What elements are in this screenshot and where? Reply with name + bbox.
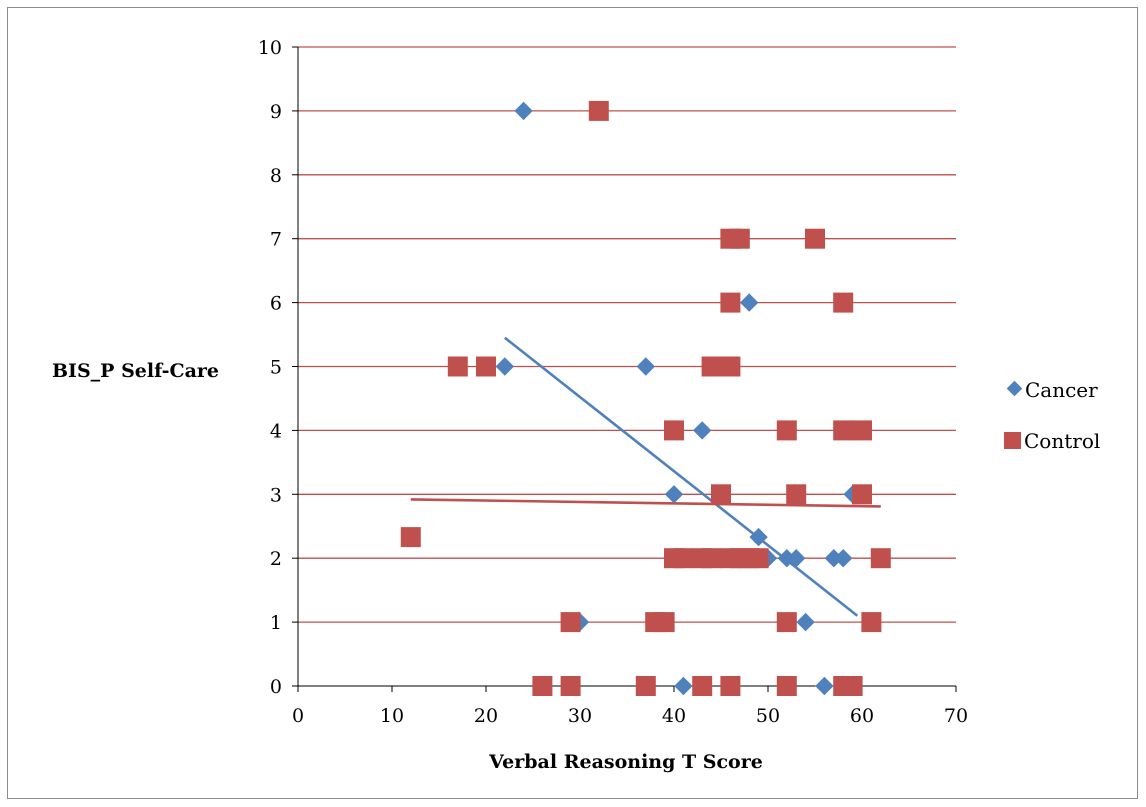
legend-label-cancer: Cancer [1025, 378, 1098, 402]
point-cancer [693, 421, 712, 440]
point-cancer [664, 485, 684, 504]
x-tick-label: 30 [568, 705, 592, 727]
y-tick-labels: 0 1 2 3 4 5 6 7 8 9 10 [258, 37, 282, 698]
point-cancer [674, 676, 693, 696]
y-tick-label: 5 [270, 357, 282, 379]
legend-marker-cancer [1006, 380, 1023, 397]
point-control [720, 676, 741, 696]
point-cancer [834, 549, 853, 568]
point-control [532, 676, 553, 696]
y-tick-label: 8 [270, 165, 282, 187]
point-control [664, 420, 684, 441]
data-points [400, 100, 891, 696]
point-control [560, 676, 581, 696]
legend-marker-control [1004, 432, 1021, 449]
point-cancer [514, 101, 533, 121]
y-tick-label: 7 [270, 229, 282, 251]
y-tick-label: 6 [270, 293, 282, 315]
point-cancer [787, 549, 806, 568]
legend-item-control: Control [1004, 429, 1100, 453]
x-tick-label: 60 [850, 705, 874, 727]
point-control [833, 420, 854, 441]
point-control [701, 356, 722, 377]
point-control [861, 612, 882, 633]
point-control [870, 548, 891, 569]
axes [292, 46, 957, 692]
trendlines [410, 336, 881, 617]
y-tick-label: 9 [270, 101, 282, 123]
x-tick-label: 10 [380, 705, 404, 727]
trendline-cancer [503, 336, 859, 617]
point-cancer [749, 527, 768, 547]
y-tick-label: 2 [270, 548, 282, 570]
point-control [635, 676, 656, 696]
point-control [654, 612, 675, 633]
y-tick-label: 10 [258, 37, 282, 59]
point-cancer [636, 357, 655, 376]
point-control [673, 548, 694, 569]
point-control [588, 100, 609, 121]
x-tick-label: 0 [292, 705, 304, 727]
legend-item-cancer: Cancer [1006, 378, 1098, 402]
point-control [776, 420, 797, 441]
point-control [729, 228, 750, 249]
legend-label-control: Control [1024, 429, 1100, 453]
x-tick-label: 70 [944, 705, 968, 727]
point-control [701, 548, 722, 569]
point-cancer [740, 293, 759, 312]
gridlines [298, 46, 956, 623]
y-tick-label: 0 [270, 676, 282, 698]
point-control [786, 484, 807, 505]
point-cancer [796, 612, 815, 632]
point-cancer [824, 549, 843, 568]
point-control [776, 612, 797, 633]
legend: Cancer Control [1004, 378, 1100, 453]
point-control [720, 356, 741, 377]
y-tick-label: 1 [270, 612, 282, 634]
point-cancer [815, 676, 834, 696]
point-control [711, 484, 731, 505]
point-cancer [777, 549, 796, 568]
x-axis-title: Verbal Reasoning T Score [488, 751, 763, 773]
chart-frame [7, 7, 1138, 799]
point-control [720, 292, 741, 313]
point-control [833, 292, 854, 313]
x-tick-labels: 0 10 20 30 40 50 60 70 [292, 705, 968, 727]
y-tick-label: 4 [270, 420, 282, 442]
point-control [842, 676, 863, 696]
x-tick-label: 20 [474, 705, 498, 727]
point-control [748, 548, 769, 569]
point-control [447, 356, 468, 377]
trendline-control [410, 498, 881, 508]
point-cancer [495, 357, 514, 376]
point-control [400, 527, 421, 548]
point-control [805, 228, 825, 249]
point-control [560, 612, 581, 633]
point-control [852, 484, 872, 505]
point-control [852, 420, 872, 441]
point-control [476, 356, 496, 377]
x-tick-label: 50 [756, 705, 780, 727]
x-tick-label: 40 [662, 705, 686, 727]
y-axis-title: BIS_P Self-Care [52, 360, 219, 382]
y-tick-label: 3 [270, 484, 282, 506]
point-control [692, 676, 713, 696]
point-control [776, 676, 797, 696]
